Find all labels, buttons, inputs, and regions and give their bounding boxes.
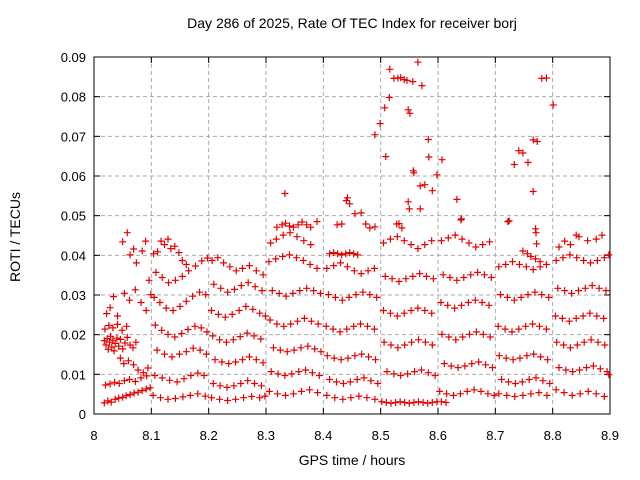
y-tick-labels: 0 0.01 0.02 0.03 0.04 0.05 0.06 0.07 0.08 0.09 xyxy=(61,50,86,422)
svg-text:8.5: 8.5 xyxy=(372,428,390,443)
svg-text:0.02: 0.02 xyxy=(61,328,86,343)
svg-text:8.1: 8.1 xyxy=(142,428,160,443)
svg-text:0.04: 0.04 xyxy=(61,248,86,263)
svg-text:8.8: 8.8 xyxy=(544,428,562,443)
svg-text:0: 0 xyxy=(79,407,86,422)
svg-text:0.08: 0.08 xyxy=(61,90,86,105)
svg-text:8.6: 8.6 xyxy=(429,428,447,443)
y-axis-label: ROTI / TECUs xyxy=(7,192,23,282)
svg-text:0.09: 0.09 xyxy=(61,50,86,65)
svg-text:8.4: 8.4 xyxy=(314,428,332,443)
data-points xyxy=(100,58,613,407)
svg-text:0.03: 0.03 xyxy=(61,288,86,303)
chart-title: Day 286 of 2025, Rate Of TEC Index for r… xyxy=(187,15,517,31)
svg-text:8.3: 8.3 xyxy=(257,428,275,443)
gridlines xyxy=(93,56,611,415)
svg-text:8.2: 8.2 xyxy=(200,428,218,443)
svg-text:0.05: 0.05 xyxy=(61,209,86,224)
svg-text:0.06: 0.06 xyxy=(61,169,86,184)
x-axis-label: GPS time / hours xyxy=(298,452,406,468)
x-tick-labels: 8 8.1 8.2 8.3 8.4 8.5 8.6 8.7 8.8 8.9 xyxy=(90,428,619,443)
axes xyxy=(93,56,611,415)
svg-text:0.07: 0.07 xyxy=(61,129,86,144)
svg-text:0.01: 0.01 xyxy=(61,367,86,382)
svg-text:8.9: 8.9 xyxy=(601,428,619,443)
svg-text:8: 8 xyxy=(90,428,97,443)
svg-text:8.7: 8.7 xyxy=(486,428,504,443)
